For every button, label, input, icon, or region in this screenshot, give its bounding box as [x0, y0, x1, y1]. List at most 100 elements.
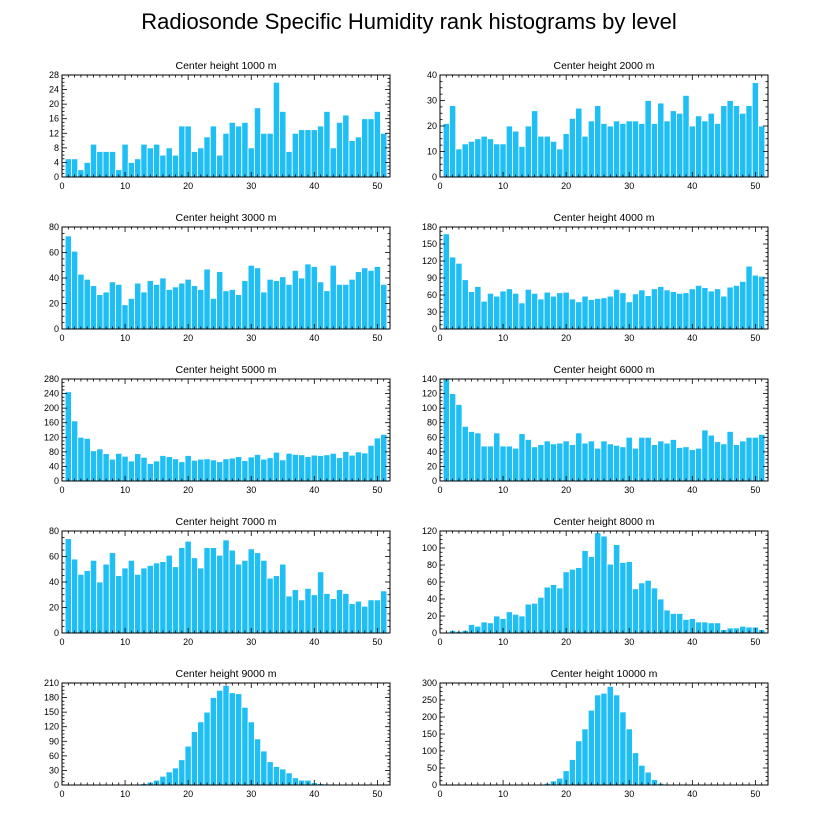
histogram-bar	[512, 447, 520, 482]
y-tick-label: 0	[432, 324, 437, 334]
histogram-bar	[235, 294, 243, 330]
histogram-bar	[253, 267, 262, 330]
histogram-bar	[222, 685, 230, 786]
histogram-bar	[562, 440, 570, 482]
chart-panel-9: Center height 9000 m 0 10 20 30 40 50 0 30 60 90 12…	[44, 668, 391, 799]
histogram-bar	[524, 439, 532, 482]
y-tick-label: 140	[422, 374, 437, 384]
histogram-bar	[367, 599, 375, 634]
histogram-bar	[625, 728, 633, 786]
histogram-bar	[619, 446, 627, 482]
histogram-bar	[537, 135, 545, 178]
x-tick-label: 40	[309, 789, 319, 799]
histogram-bar	[474, 138, 482, 178]
panel-title: Center height 9000 m	[176, 668, 277, 680]
histogram-bar	[285, 283, 293, 330]
histogram-bar	[203, 711, 211, 786]
histogram-bar	[575, 107, 583, 178]
y-tick-label: 20	[49, 603, 59, 613]
histogram-bar	[701, 287, 709, 330]
histogram-bar	[442, 378, 450, 482]
histogram-bar	[329, 598, 337, 634]
histogram-bar	[720, 295, 728, 330]
histogram-bar	[102, 151, 110, 178]
histogram-bar	[335, 457, 344, 482]
histogram-bar	[631, 447, 640, 482]
histogram-bar	[134, 573, 142, 634]
y-tick-label: 120	[422, 389, 437, 399]
histogram-bar	[531, 110, 539, 178]
histogram-bar	[253, 454, 262, 482]
histogram-bar	[291, 589, 299, 634]
histogram-bar	[455, 262, 463, 330]
histogram-bar	[323, 111, 331, 178]
panel-title: Center height 5000 m	[176, 364, 277, 376]
x-tick-label: 20	[183, 181, 193, 191]
histogram-bar	[323, 290, 331, 330]
histogram-bar	[751, 82, 759, 178]
histogram-bar	[619, 562, 627, 634]
histogram-bar	[663, 609, 671, 634]
histogram-bar	[613, 288, 621, 330]
y-tick-label: 16	[49, 114, 59, 124]
histogram-bar	[329, 264, 337, 330]
histogram-bar	[203, 458, 211, 482]
histogram-bar	[600, 692, 608, 786]
histogram-bar	[279, 563, 287, 634]
histogram-bar	[581, 728, 589, 786]
histogram-bar	[606, 686, 614, 786]
histogram-bar	[228, 692, 236, 786]
histogram-bar	[285, 151, 293, 178]
histogram-bar	[543, 135, 551, 178]
histogram-bar	[587, 440, 595, 482]
chart-panel-6: Center height 6000 m 0 10 20 30 40 50 0 20 40 60 80…	[422, 364, 769, 495]
histogram-bar	[127, 460, 135, 482]
histogram-bar	[71, 558, 79, 634]
histogram-bar	[619, 292, 627, 330]
histogram-bar	[505, 125, 513, 178]
histogram-bar	[758, 433, 766, 482]
histogram-bar	[260, 132, 268, 178]
histogram-bar	[505, 288, 513, 330]
y-tick-label: 120	[44, 722, 59, 732]
x-tick-label: 50	[750, 789, 760, 799]
histogram-bar	[342, 283, 350, 330]
histogram-bar	[455, 148, 463, 178]
x-tick-label: 10	[120, 789, 130, 799]
histogram-bar	[140, 291, 148, 330]
x-tick-label: 20	[561, 333, 571, 343]
y-tick-label: 0	[54, 628, 59, 638]
histogram-bar	[676, 447, 684, 482]
x-tick-label: 10	[120, 181, 130, 191]
histogram-bar	[115, 575, 123, 634]
histogram-bar	[707, 434, 715, 482]
histogram-bar	[549, 140, 558, 178]
histogram-bar	[669, 110, 677, 178]
y-tick-label: 20	[49, 299, 59, 309]
y-tick-label: 30	[49, 765, 59, 775]
x-tick-label: 30	[246, 789, 256, 799]
histogram-bar	[587, 709, 595, 786]
histogram-bar	[638, 764, 646, 786]
histogram-bar	[77, 273, 85, 330]
histogram-bar	[64, 391, 72, 482]
x-tick-label: 0	[59, 789, 64, 799]
y-tick-label: 4	[54, 157, 59, 167]
y-tick-label: 160	[44, 418, 59, 428]
histogram-bar	[568, 444, 577, 482]
histogram-bar	[663, 289, 671, 330]
y-tick-label: 80	[49, 526, 59, 536]
histogram-bar	[171, 154, 180, 178]
histogram-bar	[108, 151, 117, 178]
histogram-bar	[241, 706, 249, 786]
histogram-bar	[165, 147, 173, 178]
histogram-bar	[317, 281, 325, 330]
histogram-bar	[285, 595, 293, 634]
histogram-bar	[631, 588, 640, 634]
histogram-bar	[581, 442, 589, 482]
x-tick-label: 20	[561, 789, 571, 799]
y-tick-label: 60	[427, 432, 437, 442]
histogram-bar	[556, 292, 564, 330]
x-tick-label: 40	[687, 181, 697, 191]
histogram-bar	[354, 451, 363, 482]
